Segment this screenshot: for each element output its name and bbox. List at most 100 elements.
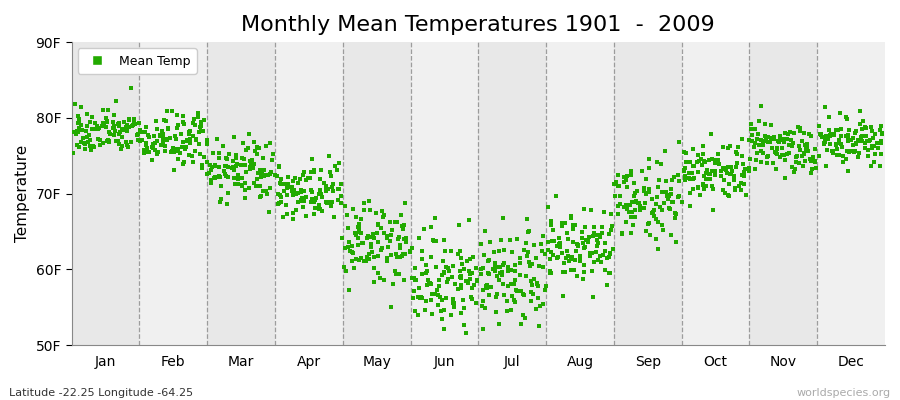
Point (662, 205, 676, 212)
Point (689, 158, 704, 165)
Point (708, 157, 723, 163)
Point (825, 148, 840, 154)
Point (155, 128, 169, 134)
Point (194, 128, 209, 134)
Point (213, 196, 228, 202)
Point (507, 297, 521, 303)
Point (696, 182, 710, 188)
Point (475, 303, 490, 309)
Point (841, 168, 855, 174)
Point (180, 137, 194, 144)
Point (698, 158, 712, 164)
Point (742, 168, 757, 174)
Point (227, 175, 241, 181)
Point (486, 266, 500, 272)
Point (95, 107, 110, 114)
Point (273, 180, 287, 186)
Point (554, 219, 569, 226)
Point (781, 130, 796, 137)
Point (543, 256, 557, 262)
Point (482, 271, 497, 277)
Point (462, 217, 476, 224)
Point (708, 160, 723, 166)
Point (585, 268, 599, 274)
Point (281, 182, 295, 188)
Point (230, 163, 244, 169)
Point (624, 213, 638, 220)
Point (562, 258, 576, 264)
Point (514, 320, 528, 327)
Point (289, 207, 303, 213)
Point (77, 140, 92, 147)
Point (873, 162, 887, 169)
Point (183, 139, 197, 146)
Point (547, 238, 562, 245)
Point (139, 140, 153, 146)
Point (489, 309, 503, 316)
Point (243, 166, 257, 172)
Point (454, 254, 469, 261)
Point (714, 173, 728, 180)
Point (603, 270, 617, 276)
Point (170, 112, 184, 118)
Point (461, 280, 475, 286)
Point (557, 260, 572, 267)
Point (732, 183, 746, 190)
Point (796, 150, 811, 156)
Point (412, 295, 427, 302)
Point (628, 207, 643, 214)
Point (505, 292, 519, 299)
Point (102, 137, 116, 143)
Point (650, 194, 664, 200)
Point (280, 185, 294, 191)
Point (262, 209, 276, 215)
Point (522, 228, 536, 234)
Point (320, 186, 335, 192)
Point (550, 243, 564, 250)
Point (874, 138, 888, 144)
Point (210, 174, 224, 180)
Point (665, 177, 680, 183)
Point (391, 236, 405, 242)
Point (683, 159, 698, 165)
Point (543, 268, 557, 274)
Point (115, 142, 130, 149)
Point (544, 217, 559, 224)
Point (362, 198, 376, 204)
Point (86, 143, 101, 150)
Point (669, 210, 683, 217)
Point (496, 281, 510, 288)
Point (698, 170, 713, 177)
Point (612, 183, 626, 189)
Point (266, 151, 280, 157)
Point (345, 258, 359, 264)
Point (587, 229, 601, 236)
Point (551, 254, 565, 260)
Point (509, 236, 524, 242)
Point (839, 133, 853, 140)
Point (279, 181, 293, 188)
Point (706, 206, 720, 213)
Point (615, 231, 629, 238)
Point (101, 107, 115, 113)
Point (696, 151, 710, 157)
Point (482, 257, 497, 263)
Point (792, 128, 806, 134)
Point (67, 129, 81, 136)
Point (383, 304, 398, 310)
Point (793, 147, 807, 154)
Point (113, 146, 128, 152)
Point (514, 287, 528, 294)
Point (210, 136, 224, 143)
Point (279, 202, 293, 208)
Point (335, 234, 349, 241)
Point (469, 265, 483, 271)
Point (624, 168, 638, 174)
Point (396, 251, 410, 257)
Point (619, 173, 634, 180)
Point (256, 187, 271, 194)
Point (367, 254, 382, 260)
Point (393, 212, 408, 218)
Point (642, 220, 656, 226)
Point (446, 274, 460, 280)
